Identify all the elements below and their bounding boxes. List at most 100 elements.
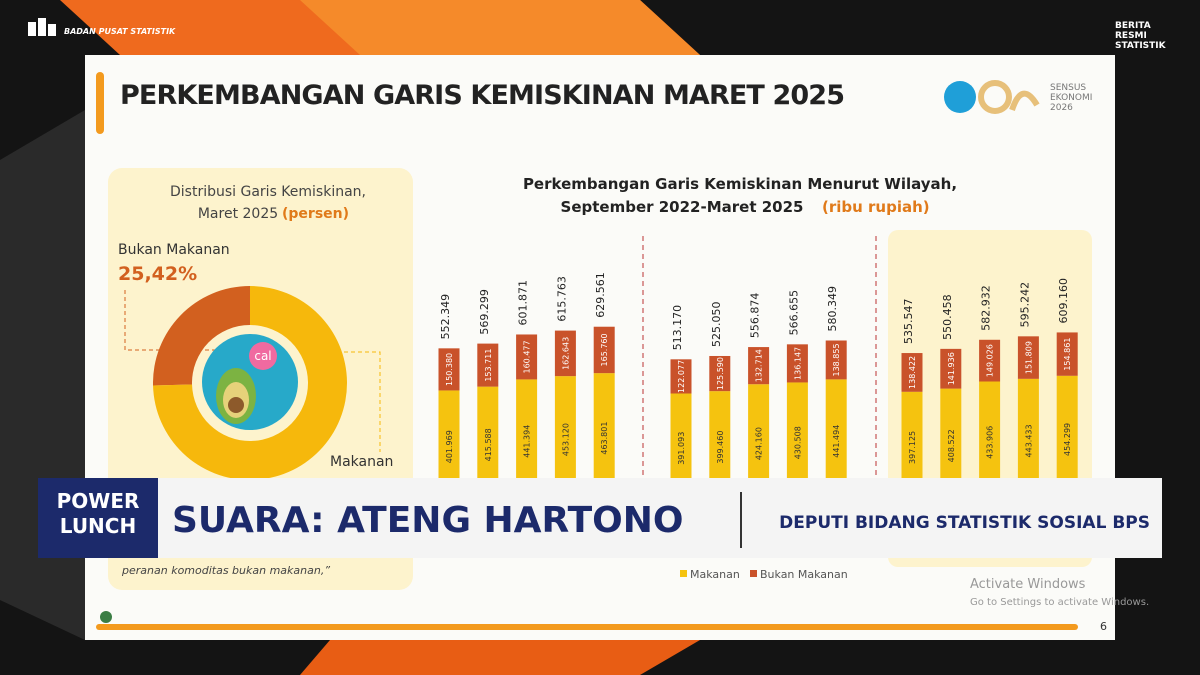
total-label: 535.547	[902, 299, 915, 345]
bar-segment	[670, 359, 692, 394]
title-accent	[96, 72, 104, 134]
bar-segment	[748, 384, 770, 503]
total-label: 556.874	[749, 293, 762, 339]
total-label: 550.458	[941, 294, 954, 340]
segment-label: 138.855	[832, 343, 841, 376]
donut-title: Maret 2025	[198, 206, 278, 222]
legend-swatch	[750, 570, 757, 577]
total-label: 629.561	[594, 272, 607, 318]
segment-label: 160.477	[523, 340, 532, 373]
sensus-line: 2026	[1050, 103, 1073, 113]
segment-label: 424.160	[755, 427, 764, 460]
total-label: 615.763	[555, 276, 568, 322]
segment-label: 141.936	[947, 352, 956, 385]
segment-label: 463.801	[600, 422, 609, 455]
quote: peranan komoditas bukan makanan,”	[121, 564, 330, 577]
total-label: 566.655	[787, 290, 800, 336]
logo	[28, 18, 56, 36]
total-label: 601.871	[517, 280, 530, 326]
sensus-line: SENSUS	[1050, 83, 1086, 93]
donut-category: Makanan	[330, 454, 393, 470]
total-label: 609.160	[1057, 278, 1070, 324]
total-label: 513.170	[671, 305, 684, 351]
segment-label: 433.906	[986, 426, 995, 459]
bar-segment	[940, 348, 962, 389]
segment-label: 132.714	[755, 349, 764, 382]
total-label: 569.299	[478, 289, 491, 335]
bar-segment	[709, 355, 731, 392]
bar-segment	[670, 393, 692, 503]
segment-label: 408.522	[947, 429, 956, 462]
bar-segment	[1017, 336, 1039, 379]
bar-segment	[979, 339, 1001, 382]
watermark-title: Activate Windows	[970, 577, 1086, 592]
segment-label: 122.077	[677, 360, 686, 393]
segment-label: 150.380	[445, 353, 454, 386]
bar-segment	[477, 343, 499, 387]
donut-value: 25,42%	[118, 263, 197, 285]
bar-segment	[709, 391, 731, 503]
segment-label: 165.760	[600, 333, 609, 366]
stripe	[300, 0, 700, 55]
segment-label: 415.588	[484, 428, 493, 461]
donut-slice	[152, 286, 250, 386]
role: DEPUTI BIDANG STATISTIK SOSIAL BPS	[779, 513, 1150, 533]
bar-segment	[477, 386, 499, 503]
food-icon: cal	[202, 334, 298, 430]
show-block	[38, 478, 158, 558]
corner-line: STATISTIK	[1115, 41, 1167, 51]
bar-chart: 401.969 150.380 552.349 415.588 153.711 569.2…	[438, 272, 1078, 503]
bar-segment	[516, 379, 538, 503]
segment-label: 441.394	[523, 425, 532, 458]
show-name: LUNCH	[60, 514, 136, 538]
bar-segment	[786, 382, 808, 503]
footer-icon	[100, 611, 112, 623]
watermark-hint: Go to Settings to activate Windows.	[970, 597, 1149, 608]
segment-label: 401.969	[445, 430, 454, 463]
bar-segment	[438, 348, 460, 391]
bars-title: Perkembangan Garis Kemiskinan Menurut Wi…	[523, 175, 957, 193]
total-label: 552.349	[439, 294, 452, 340]
bar-segment	[825, 379, 847, 503]
bar-segment	[748, 347, 770, 385]
segment-label: 441.494	[832, 425, 841, 458]
legend-swatch	[680, 570, 687, 577]
slide-title: PERKEMBANGAN GARIS KEMISKINAN MARET 2025	[120, 80, 845, 111]
segment-label: 151.809	[1024, 341, 1033, 374]
segment-label: 399.460	[716, 431, 725, 464]
donut-title: Distribusi Garis Kemiskinan,	[170, 184, 366, 200]
donut-slice	[153, 286, 347, 480]
segment-label: 138.422	[908, 356, 917, 389]
segment-label: 397.125	[908, 431, 917, 464]
segment-label: 430.508	[793, 426, 802, 459]
svg-text:cal: cal	[254, 349, 271, 363]
legend-label: Makanan	[690, 568, 740, 581]
segment-label: 153.711	[484, 349, 493, 382]
segment-label: 154.861	[1063, 338, 1072, 371]
bar-segment	[1056, 332, 1078, 376]
bar-segment	[901, 353, 923, 392]
donut-unit: (persen)	[282, 206, 349, 222]
segment-label: 162.643	[561, 337, 570, 370]
bar-segment	[979, 381, 1001, 503]
bars-title: September 2022-Maret 2025	[561, 198, 804, 216]
leader-line	[330, 351, 381, 452]
segment-label: 149.026	[986, 344, 995, 377]
corner-line: RESMI	[1115, 31, 1147, 41]
bar-segment	[1017, 378, 1039, 503]
bar-segment	[901, 391, 923, 503]
total-label: 580.349	[826, 286, 839, 332]
total-label: 525.050	[710, 301, 723, 347]
legend-label: Bukan Makanan	[760, 568, 848, 581]
segment-label: 454.299	[1063, 423, 1072, 456]
bar-segment	[593, 373, 615, 503]
legend: Makanan Bukan Makanan	[680, 568, 848, 581]
bar-segment	[554, 330, 576, 377]
bar-segment	[554, 376, 576, 503]
footer-bar	[96, 624, 1078, 630]
bar-segment	[1056, 375, 1078, 503]
